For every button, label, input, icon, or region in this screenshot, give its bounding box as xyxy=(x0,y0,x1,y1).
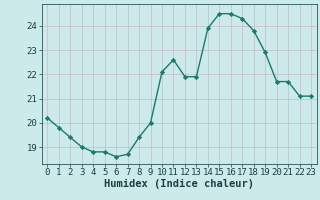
X-axis label: Humidex (Indice chaleur): Humidex (Indice chaleur) xyxy=(104,179,254,189)
